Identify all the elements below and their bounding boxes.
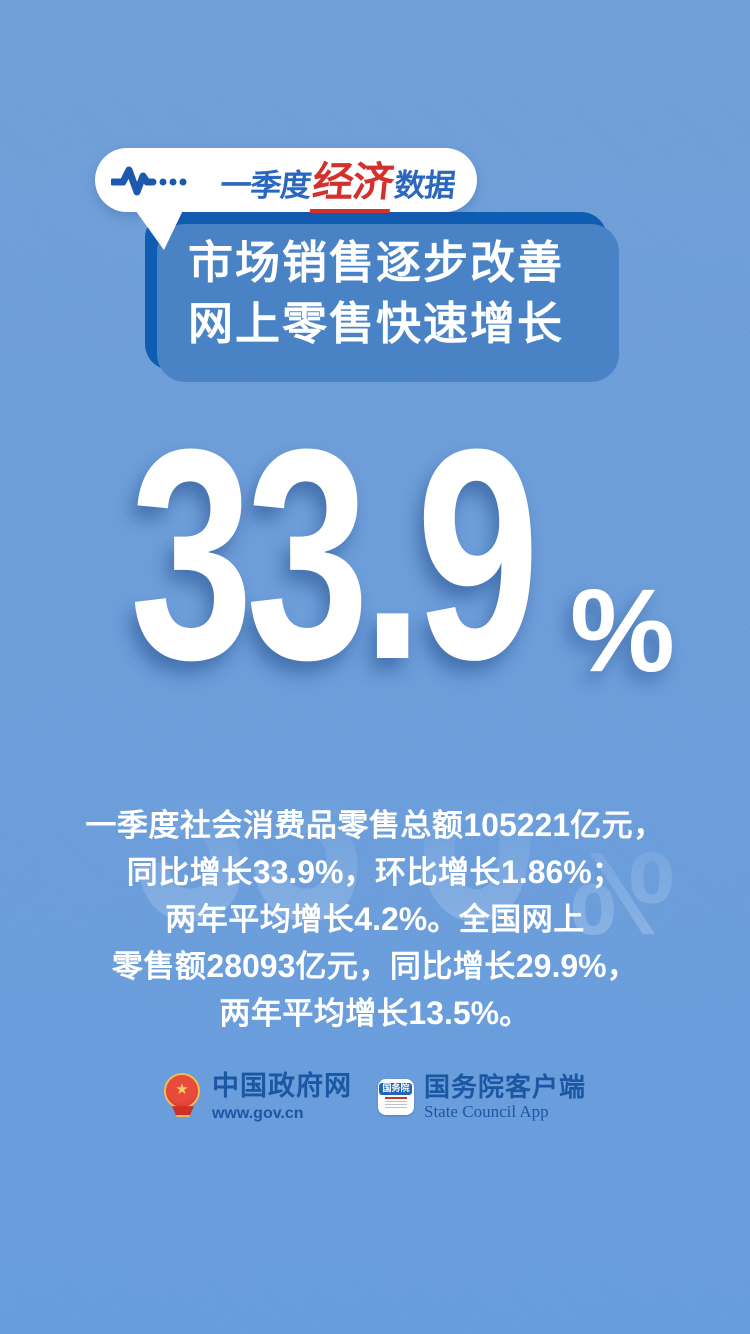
headline-value: 33.9 bbox=[129, 386, 540, 722]
gov-site-url: www.gov.cn bbox=[211, 1104, 304, 1122]
line2-mid: ，环比增长 bbox=[343, 855, 501, 890]
line1-text: 一季度社会消费品零售总额 bbox=[85, 808, 464, 843]
app-brand: 国务院 国务院客户端 State Council App bbox=[377, 1071, 586, 1122]
paragraph-line-1: 一季度社会消费品零售总额105221亿元， bbox=[35, 802, 715, 849]
line5-text: 两年平均增长 bbox=[219, 996, 409, 1031]
statistics-paragraph: 一季度社会消费品零售总额105221亿元， 同比增长33.9%，环比增长1.86… bbox=[35, 802, 715, 1037]
badge-label: 一季度 经济 数据 bbox=[218, 147, 459, 213]
paragraph-line-4: 零售额28093亿元，同比增长29.9%， bbox=[35, 943, 715, 990]
footer: ★ 中国政府网 www.gov.cn 国务院 国务院客户端 State Coun… bbox=[0, 1071, 750, 1122]
line2-number-1: 33.9% bbox=[252, 854, 344, 890]
title-line-2: 网上零售快速增长 bbox=[187, 298, 564, 349]
paragraph-line-2: 同比增长33.9%，环比增长1.86%； bbox=[35, 849, 715, 896]
line4-number-2: 29.9% bbox=[515, 948, 607, 984]
line1-suffix: 亿元， bbox=[570, 808, 665, 843]
line2-suffix: ； bbox=[591, 855, 624, 890]
badge-data-text: 数据 bbox=[392, 167, 457, 203]
line2-number-2: 1.86% bbox=[501, 854, 592, 890]
line4-text: 零售额 bbox=[111, 949, 207, 984]
line3-text: 两年平均增长 bbox=[165, 902, 355, 937]
line5-suffix: 。 bbox=[499, 996, 531, 1031]
badge-quarter-text: 一季度 bbox=[218, 167, 313, 203]
headline-statistic: 33.9 % bbox=[0, 404, 750, 704]
title-panel: 市场销售逐步改善 网上零售快速增长 bbox=[145, 212, 619, 382]
line2-text: 同比增长 bbox=[126, 855, 253, 890]
state-council-app-icon: 国务院 bbox=[377, 1079, 414, 1116]
app-subtitle: State Council App bbox=[423, 1102, 549, 1122]
line1-number: 105221 bbox=[463, 807, 571, 843]
paragraph-line-5: 两年平均增长13.5%。 bbox=[35, 990, 715, 1037]
headline-unit: % bbox=[570, 565, 675, 697]
quarter-data-badge: 一季度 经济 数据 bbox=[95, 147, 477, 213]
app-name: 国务院客户端 bbox=[423, 1071, 586, 1102]
line4-mid: 亿元，同比增长 bbox=[295, 949, 516, 984]
paragraph-line-3: 两年平均增长4.2%。全国网上 bbox=[35, 896, 715, 943]
line3-suffix: 。全国网上 bbox=[427, 902, 585, 937]
badge-economy-text: 经济 bbox=[309, 147, 397, 213]
pulse-icon bbox=[111, 166, 187, 196]
gov-site-name: 中国政府网 bbox=[211, 1071, 352, 1101]
gov-brand: ★ 中国政府网 www.gov.cn bbox=[163, 1071, 352, 1122]
line5-number: 13.5% bbox=[408, 995, 500, 1031]
line4-number-1: 28093 bbox=[206, 948, 296, 984]
national-emblem-icon: ★ bbox=[163, 1073, 202, 1121]
title-line-1: 市场销售逐步改善 bbox=[187, 237, 564, 288]
line3-number: 4.2% bbox=[354, 901, 428, 937]
line4-suffix: ， bbox=[606, 949, 639, 984]
